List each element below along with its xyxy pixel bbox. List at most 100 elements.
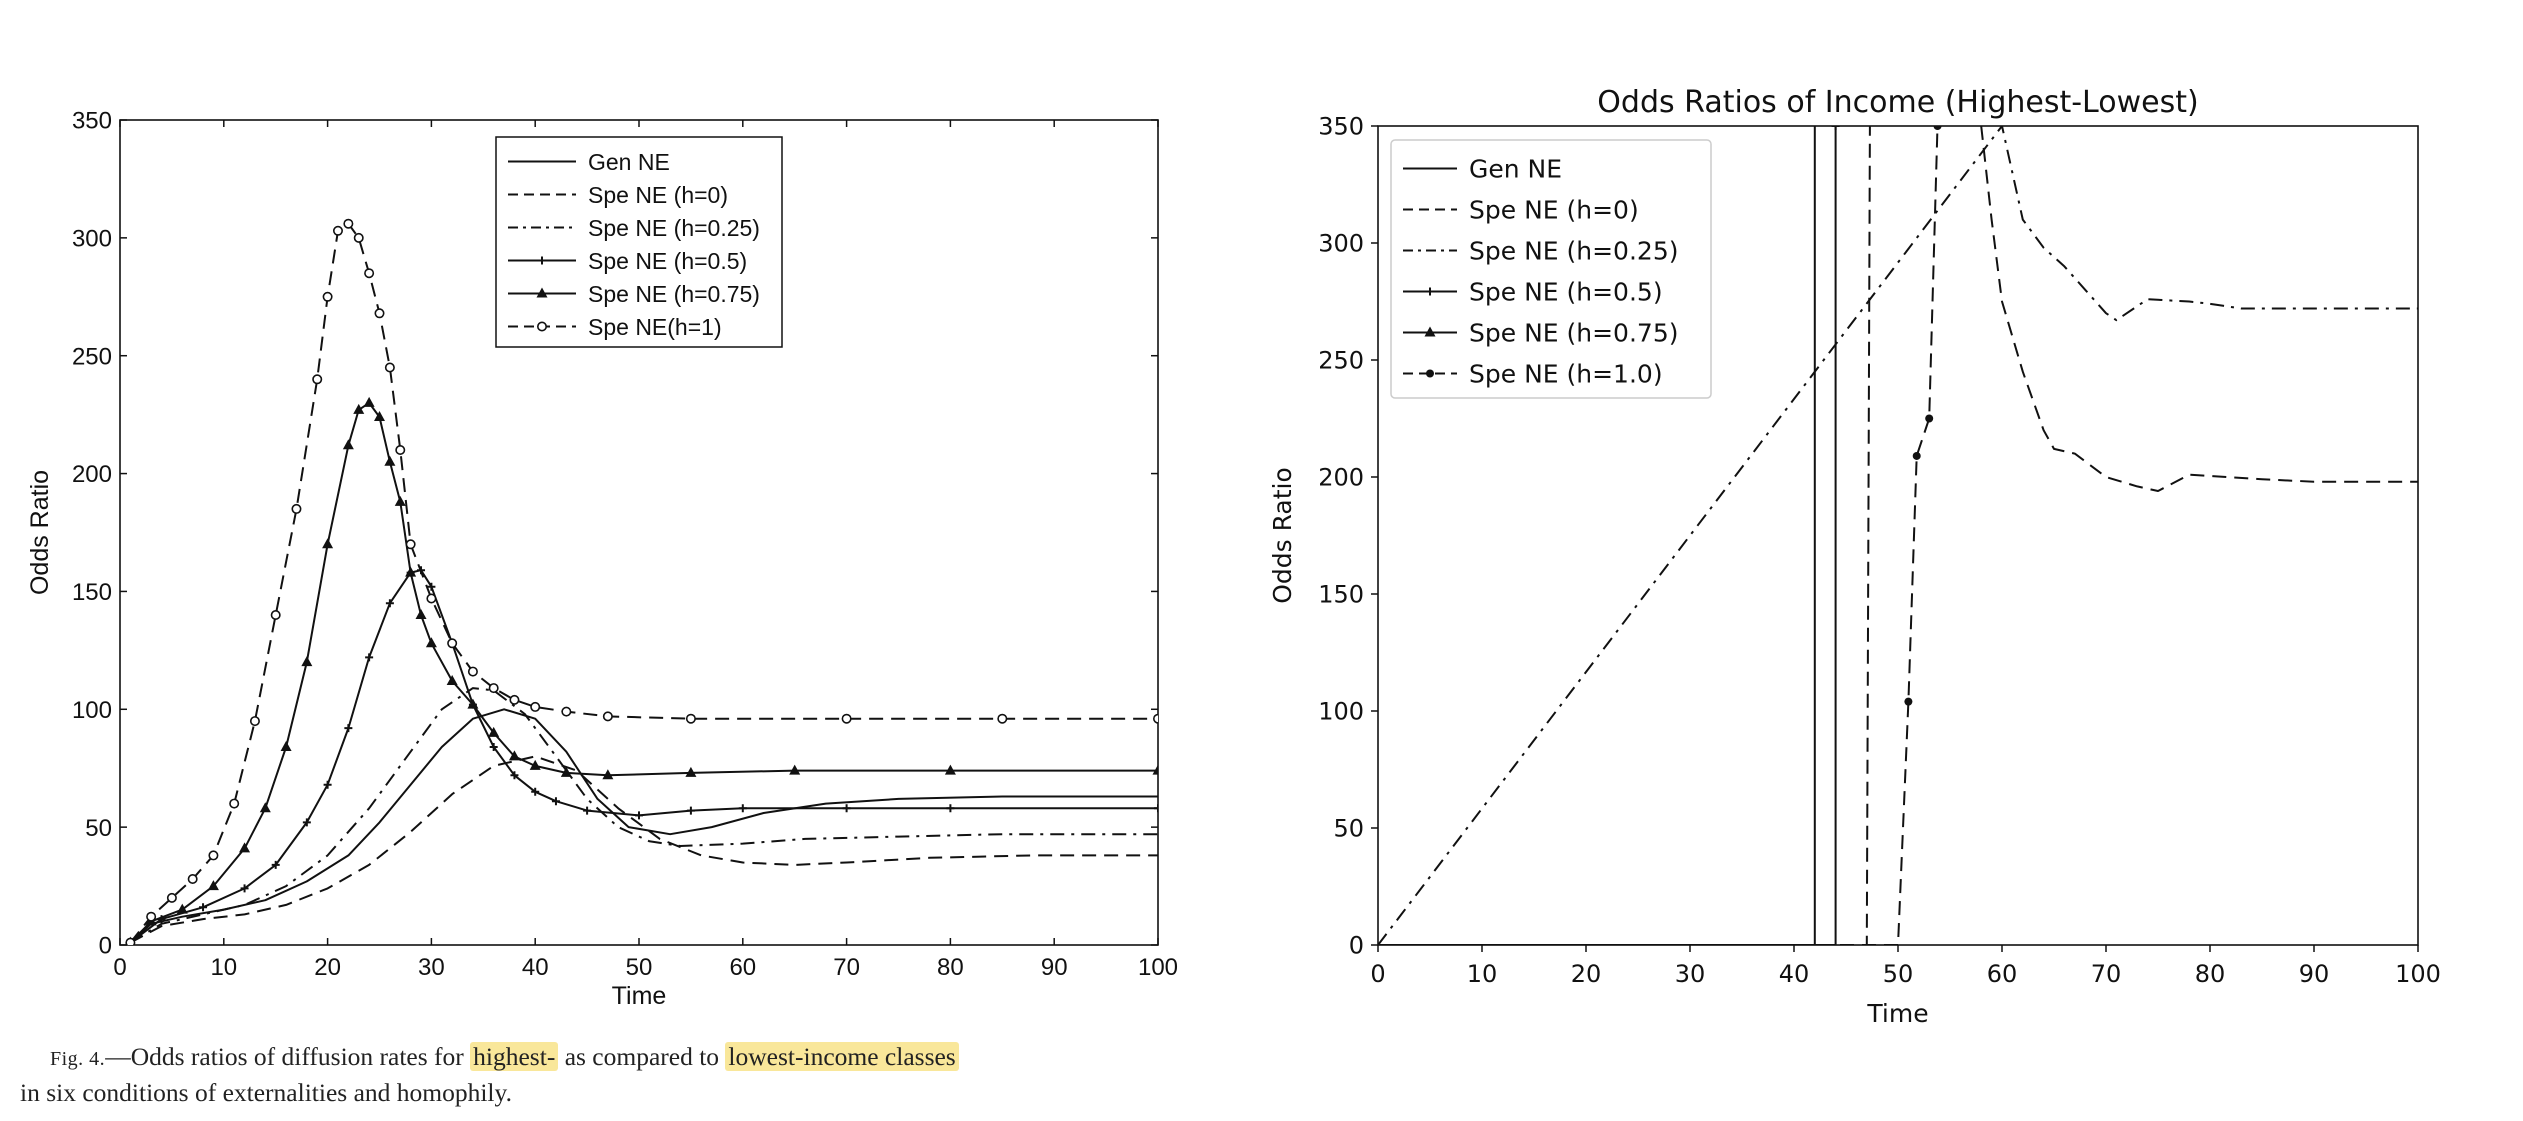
- series-point-4: [560, 766, 572, 777]
- series-line-4: [129, 401, 1158, 944]
- chart-title: Odds Ratios of Income (Highest-Lowest): [1597, 85, 2198, 120]
- caption-highlight-highest: highest-: [470, 1042, 559, 1071]
- series-point-5: [322, 291, 333, 302]
- y-tick-label: 250: [72, 343, 112, 370]
- y-tick-label: 0: [99, 933, 112, 960]
- legend-label-4: Spe NE (h=0.75): [1469, 319, 1678, 348]
- series-point-3: [842, 804, 851, 813]
- series-point-5: [384, 362, 395, 373]
- series-point-5: [395, 444, 406, 455]
- series-point-4: [1152, 764, 1158, 775]
- x-tick-label: 10: [1467, 960, 1498, 988]
- series-point-5: [374, 308, 385, 319]
- x-tick-label: 90: [1041, 954, 1068, 981]
- series-point-5: [291, 503, 302, 514]
- x-tick-label: 100: [2395, 960, 2441, 988]
- series-point-5: [1153, 713, 1158, 724]
- series-point-4: [374, 411, 385, 421]
- y-tick-label: 50: [1333, 815, 1364, 843]
- series-point-5: [229, 798, 240, 809]
- series-point-5: [125, 937, 136, 945]
- x-tick-label: 90: [2299, 960, 2330, 988]
- series-point-5: [685, 713, 696, 724]
- series-point-4: [207, 880, 219, 891]
- y-tick-label: 250: [1318, 347, 1364, 375]
- series-point-4: [239, 842, 251, 853]
- series-point-4: [529, 759, 541, 770]
- right-chart: 0 10 20 30 40 50 60 70 80 90 100 0 50 100 150 200 250 300…: [1268, 85, 2441, 1028]
- legend-label-2: Spe NE (h=0.25): [1469, 237, 1678, 266]
- series-point-5: [1912, 451, 1921, 460]
- series-point-5: [841, 713, 852, 724]
- series-point-5: [249, 716, 260, 727]
- series-point-5: [343, 218, 354, 229]
- series-point-4: [176, 903, 188, 914]
- y-tick-label: 350: [1318, 113, 1364, 141]
- series-point-5: [997, 713, 1008, 724]
- series-point-4: [394, 495, 406, 506]
- y-tick-label: 350: [72, 108, 112, 135]
- series-point-5: [353, 232, 364, 243]
- y-tick-label: 200: [72, 461, 112, 488]
- series-point-4: [685, 766, 697, 777]
- series-point-3: [199, 903, 208, 912]
- series-point-5: [312, 374, 323, 385]
- series-point-3: [323, 780, 332, 789]
- series-point-5: [561, 706, 572, 717]
- series-point-3: [427, 582, 436, 591]
- series-point-4: [944, 764, 956, 775]
- series-point-5: [488, 683, 499, 694]
- series-point-4: [467, 698, 479, 709]
- series-line-2: [129, 687, 1158, 944]
- y-tick-label: 150: [1318, 581, 1364, 609]
- series-point-5: [405, 539, 416, 550]
- series-point-3: [510, 771, 519, 780]
- series-point-3: [489, 743, 498, 751]
- series-point-4: [425, 637, 437, 648]
- x-tick-label: 60: [729, 954, 756, 981]
- y-tick-label: 200: [1318, 464, 1364, 492]
- series-point-4: [415, 609, 427, 619]
- series-point-4: [789, 764, 801, 775]
- series-point-3: [531, 787, 540, 796]
- x-tick-label: 50: [626, 954, 653, 981]
- x-tick-label: 60: [1987, 960, 2018, 988]
- legend-marker-5: [536, 321, 547, 332]
- caption-text-b: as compared to: [558, 1042, 726, 1071]
- y-tick-label: 300: [1318, 230, 1364, 258]
- legend-box: [1390, 139, 1712, 399]
- x-tick-label: 40: [522, 954, 549, 981]
- legend-label-5: Spe NE(h=1): [588, 314, 722, 340]
- x-tick-label: 10: [210, 954, 237, 981]
- plot-area: [125, 218, 1158, 945]
- series-point-4: [280, 741, 292, 751]
- series-point-5: [187, 873, 198, 884]
- series-point-3: [1154, 804, 1158, 813]
- y-axis-label: Odds Ratio: [1268, 467, 1297, 604]
- x-tick-label: 80: [937, 954, 964, 981]
- legend-label-2: Spe NE (h=0.25): [588, 215, 760, 241]
- series-point-3: [271, 860, 280, 869]
- series-point-3: [686, 806, 695, 815]
- caption-text-a: —Odds ratios of diffusion rates for: [105, 1042, 471, 1071]
- series-point-4: [488, 726, 500, 737]
- figure-caption: Fig. 4.—Odds ratios of diffusion rates f…: [20, 1040, 1240, 1109]
- x-tick-label: 100: [1138, 954, 1178, 981]
- series-line-3: [129, 569, 1158, 944]
- y-tick-label: 100: [72, 697, 112, 724]
- caption-highlight-lowest: lowest-income classes: [725, 1042, 959, 1071]
- series-point-5: [146, 911, 157, 922]
- left-chart: 0 10 20 30 40 50 60 70 80 90 100 0 50 100 150 200 250 300…: [26, 108, 1178, 1010]
- legend-label-4: Spe NE (h=0.75): [588, 281, 760, 307]
- x-tick-label: 20: [314, 954, 341, 981]
- series-point-5: [270, 609, 281, 620]
- series-point-3: [946, 804, 955, 813]
- legend-marker-4: [536, 287, 548, 298]
- series-point-5: [1933, 126, 1942, 130]
- legend-label-0: Gen NE: [1469, 155, 1562, 184]
- legend-label-5: Spe NE (h=1.0): [1469, 360, 1663, 389]
- y-tick-label: 150: [72, 579, 112, 606]
- x-tick-label: 20: [1571, 960, 1602, 988]
- y-axis-label: Odds Ratio: [26, 470, 54, 595]
